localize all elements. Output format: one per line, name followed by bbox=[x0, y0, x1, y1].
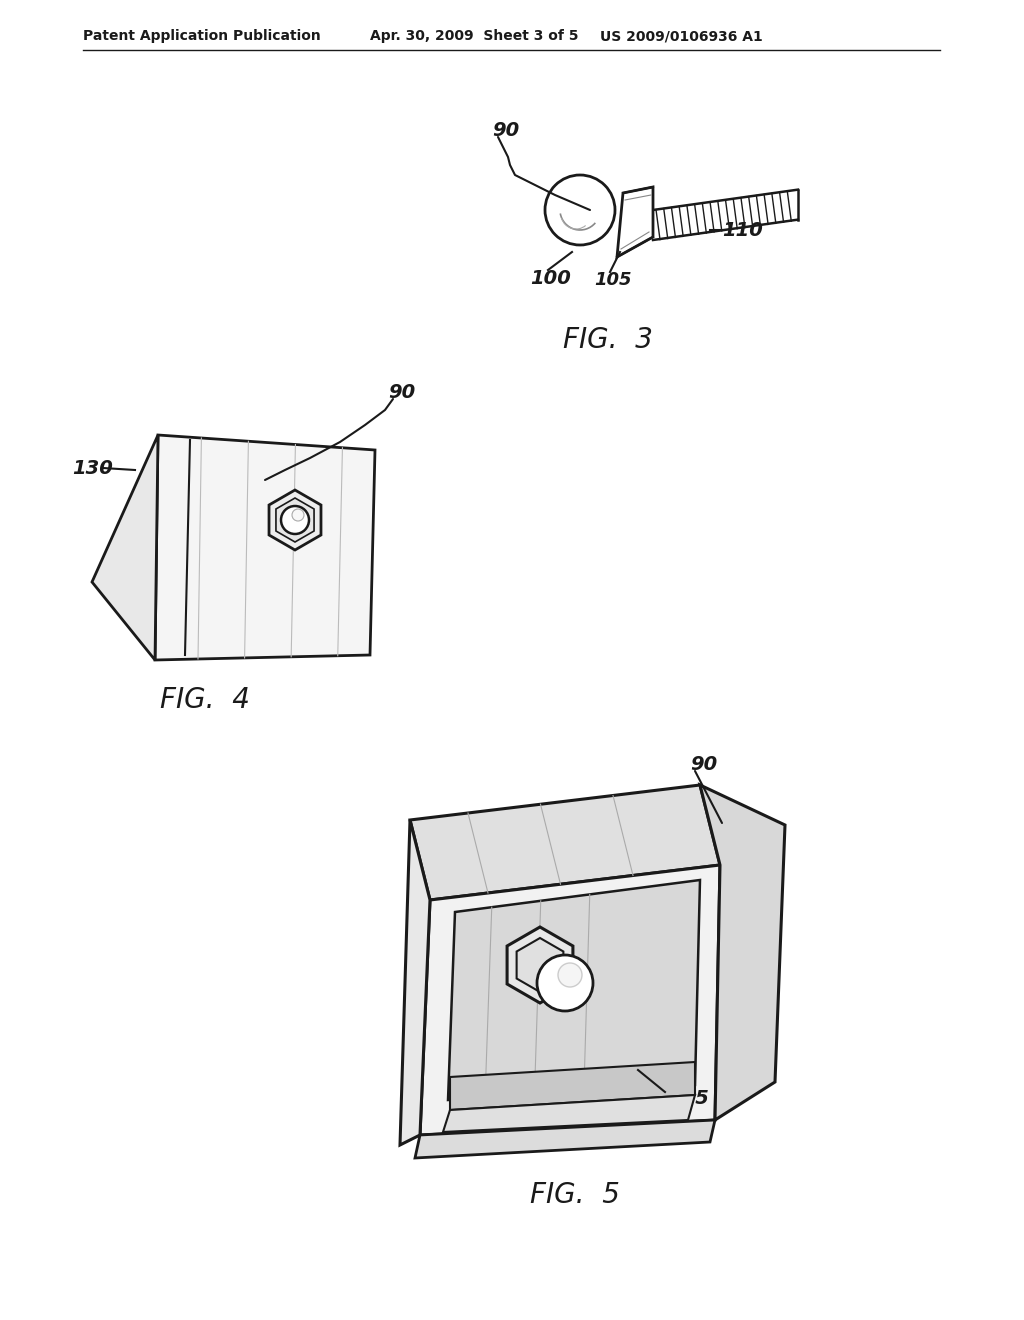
Text: 145: 145 bbox=[668, 1089, 709, 1107]
Polygon shape bbox=[507, 927, 572, 1003]
Polygon shape bbox=[415, 1119, 715, 1158]
Text: 105: 105 bbox=[594, 271, 632, 289]
Circle shape bbox=[558, 964, 582, 987]
Polygon shape bbox=[269, 490, 321, 550]
Polygon shape bbox=[155, 436, 375, 660]
Text: Apr. 30, 2009  Sheet 3 of 5: Apr. 30, 2009 Sheet 3 of 5 bbox=[370, 29, 579, 44]
Polygon shape bbox=[410, 785, 720, 900]
Polygon shape bbox=[449, 880, 700, 1100]
Polygon shape bbox=[443, 1096, 695, 1133]
Polygon shape bbox=[617, 187, 653, 257]
Text: FIG.  4: FIG. 4 bbox=[160, 686, 250, 714]
Polygon shape bbox=[517, 939, 563, 993]
Text: 90: 90 bbox=[690, 755, 717, 774]
Circle shape bbox=[292, 510, 304, 521]
Text: 90: 90 bbox=[492, 120, 519, 140]
Polygon shape bbox=[450, 1063, 695, 1110]
Text: 110: 110 bbox=[722, 220, 763, 239]
Polygon shape bbox=[400, 820, 430, 1144]
Circle shape bbox=[537, 954, 593, 1011]
Text: FIG.  5: FIG. 5 bbox=[530, 1181, 620, 1209]
Polygon shape bbox=[275, 498, 314, 543]
Text: US 2009/0106936 A1: US 2009/0106936 A1 bbox=[600, 29, 763, 44]
Polygon shape bbox=[700, 785, 785, 1119]
Text: 90: 90 bbox=[388, 383, 416, 401]
Polygon shape bbox=[420, 865, 720, 1135]
Text: FIG.  3: FIG. 3 bbox=[563, 326, 653, 354]
Circle shape bbox=[281, 506, 309, 535]
Circle shape bbox=[545, 176, 615, 246]
Text: 100: 100 bbox=[530, 268, 570, 288]
Polygon shape bbox=[92, 436, 158, 660]
Text: 130: 130 bbox=[72, 458, 113, 478]
Text: Patent Application Publication: Patent Application Publication bbox=[83, 29, 321, 44]
